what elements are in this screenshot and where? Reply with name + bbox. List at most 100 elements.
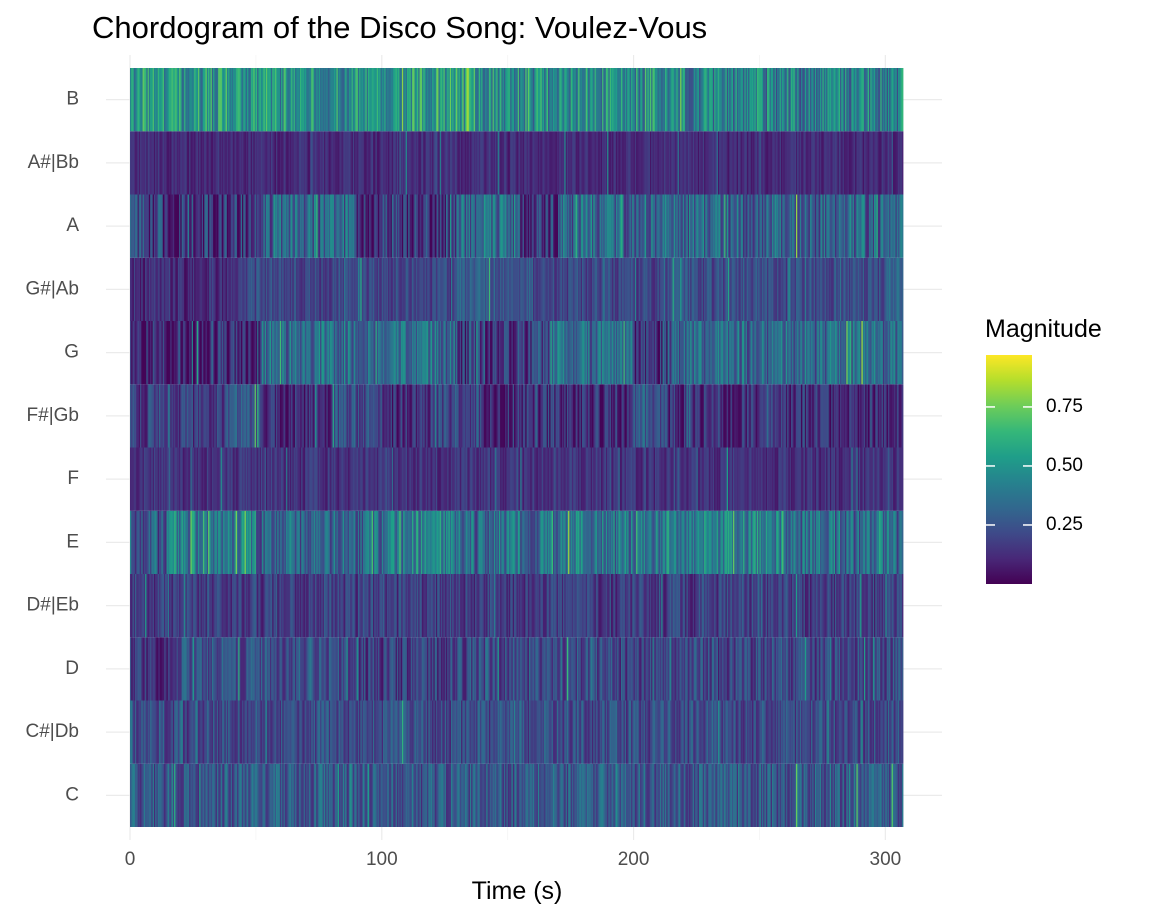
heatmap-cell: [806, 700, 808, 764]
heatmap-cell: [809, 447, 812, 511]
heatmap-cell: [169, 510, 171, 574]
heatmap-cell: [453, 384, 456, 448]
heatmap-cell: [866, 384, 869, 448]
heatmap-cell: [344, 763, 346, 827]
heatmap-cell: [756, 447, 759, 511]
heatmap-cell: [132, 700, 135, 764]
heatmap-cell: [618, 574, 621, 638]
heatmap-cell: [600, 321, 603, 385]
heatmap-cell: [778, 321, 781, 385]
heatmap-cell: [870, 574, 872, 638]
heatmap-cell: [326, 574, 329, 638]
heatmap-cell: [759, 763, 762, 827]
heatmap-cell: [588, 574, 590, 638]
heatmap-cell: [530, 637, 533, 701]
heatmap-cell: [821, 510, 823, 574]
heatmap-cell: [179, 700, 181, 764]
heatmap-cell: [451, 447, 453, 511]
heatmap-cell: [881, 637, 884, 701]
heatmap-cell: [539, 510, 541, 574]
heatmap-cell: [375, 384, 378, 448]
heatmap-cell: [321, 384, 324, 448]
heatmap-cell: [350, 321, 352, 385]
heatmap-cell: [229, 321, 232, 385]
heatmap-cell: [767, 447, 769, 511]
heatmap-cell: [399, 510, 402, 574]
heatmap-cell: [763, 447, 765, 511]
heatmap-cell: [676, 447, 679, 511]
heatmap-cell: [785, 574, 788, 638]
heatmap-cell: [294, 763, 297, 827]
heatmap-cell: [440, 321, 443, 385]
heatmap-cell: [870, 763, 872, 827]
heatmap-cell: [680, 510, 682, 574]
heatmap-cell: [754, 574, 757, 638]
heatmap-cell: [443, 637, 446, 701]
heatmap-cell: [556, 447, 559, 511]
heatmap-cell: [549, 763, 551, 827]
heatmap-cell: [233, 763, 235, 827]
heatmap-cell: [457, 447, 459, 511]
heatmap-cell: [355, 700, 358, 764]
heatmap-cell: [175, 321, 177, 385]
heatmap-cell: [425, 637, 428, 701]
heatmap-cell: [274, 574, 277, 638]
heatmap-cell: [749, 447, 752, 511]
heatmap-cell: [900, 384, 903, 448]
heatmap-cell: [228, 763, 230, 827]
heatmap-cell: [725, 637, 728, 701]
heatmap-cell: [685, 574, 687, 638]
heatmap-cell: [296, 700, 298, 764]
heatmap-cell: [225, 447, 228, 511]
heatmap-cell: [711, 637, 714, 701]
heatmap-cell: [325, 510, 327, 574]
heatmap-cell: [255, 321, 258, 385]
heatmap-cell: [248, 637, 250, 701]
heatmap-cell: [896, 321, 899, 385]
heatmap-cell: [798, 384, 801, 448]
heatmap-cell: [837, 321, 840, 385]
heatmap-cell: [531, 763, 534, 827]
heatmap-cell: [687, 637, 690, 701]
heatmap-cell: [778, 574, 781, 638]
heatmap-cell: [501, 321, 504, 385]
heatmap-cell: [631, 763, 633, 827]
heatmap-cell: [490, 321, 492, 385]
heatmap-cell: [889, 763, 891, 827]
heatmap-cell: [394, 700, 397, 764]
heatmap-cell: [515, 510, 517, 574]
heatmap-cell: [200, 763, 203, 827]
heatmap-cell: [730, 700, 733, 764]
heatmap-cell: [527, 700, 530, 764]
heatmap-cell: [374, 510, 376, 574]
heatmap-cell: [506, 700, 509, 764]
heatmap-cell: [338, 510, 341, 574]
heatmap-cell: [138, 447, 141, 511]
heatmap-cell: [281, 321, 283, 385]
heatmap-cell: [837, 637, 840, 701]
heatmap-cell: [845, 700, 847, 764]
heatmap-cell: [897, 447, 900, 511]
heatmap-cell: [203, 257, 205, 321]
heatmap-cell: [612, 447, 614, 511]
heatmap-cell: [735, 384, 738, 448]
heatmap-cell: [719, 700, 721, 764]
heatmap-cell: [795, 700, 798, 764]
heatmap-cell: [706, 384, 709, 448]
heatmap-cell: [174, 447, 176, 511]
heatmap-cell: [692, 574, 695, 638]
heatmap-cell: [792, 763, 794, 827]
heatmap-cell: [539, 384, 541, 448]
heatmap-cell: [315, 574, 317, 638]
heatmap-cell: [273, 637, 276, 701]
heatmap-cell: [558, 510, 560, 574]
heatmap-cell: [184, 763, 186, 827]
heatmap-cell: [852, 510, 855, 574]
heatmap-cell: [502, 321, 505, 385]
heatmap-cell: [395, 763, 398, 827]
heatmap-cell: [468, 510, 471, 574]
heatmap-cell: [564, 321, 566, 385]
heatmap-cell: [699, 321, 701, 385]
heatmap-cell: [175, 257, 177, 321]
heatmap-cell: [569, 321, 572, 385]
